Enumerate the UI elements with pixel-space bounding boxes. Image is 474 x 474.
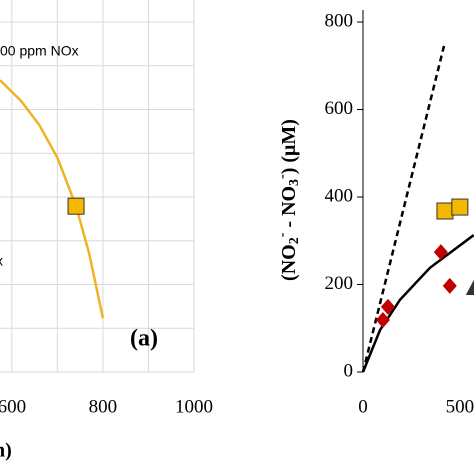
- diamond-marker: [433, 244, 448, 261]
- square-marker: [67, 197, 85, 215]
- y-tick-label: 800: [325, 10, 354, 31]
- y-axis-label: (NO2- - NO3-) (μM): [275, 119, 302, 281]
- label-part: (NO: [278, 244, 300, 281]
- curve: [0, 79, 105, 319]
- diamond-marker: [375, 311, 390, 328]
- label-part: - NO: [278, 186, 300, 233]
- label-part: -: [275, 174, 290, 179]
- x-axis-label: n): [0, 440, 12, 462]
- label-part: ) (μM): [278, 119, 300, 174]
- y-tick-label: 0: [344, 360, 354, 381]
- x-tick-label: 500: [446, 396, 474, 417]
- panel-label: (a): [130, 326, 158, 352]
- annotation: 00 ppm NOx: [0, 43, 79, 59]
- label-part: 2: [287, 237, 302, 244]
- label-part: -: [275, 232, 290, 237]
- x-tick-label: 0: [358, 396, 368, 417]
- annotation: x: [0, 253, 3, 269]
- diamond-marker: [442, 277, 457, 294]
- x-tick-label: 1000: [175, 396, 213, 417]
- square-marker: [451, 198, 469, 216]
- y-tick-label: 400: [325, 185, 354, 206]
- square-marker: [436, 202, 454, 220]
- curve: [361, 234, 474, 373]
- x-tick-label: 600: [0, 396, 26, 417]
- x-tick-label: 800: [89, 396, 118, 417]
- triangle-marker: [465, 280, 474, 295]
- diamond-marker: [380, 298, 395, 315]
- y-tick-label: 600: [325, 98, 354, 119]
- y-tick-label: 200: [325, 273, 354, 294]
- curve: [361, 41, 447, 373]
- label-part: 3: [287, 179, 302, 186]
